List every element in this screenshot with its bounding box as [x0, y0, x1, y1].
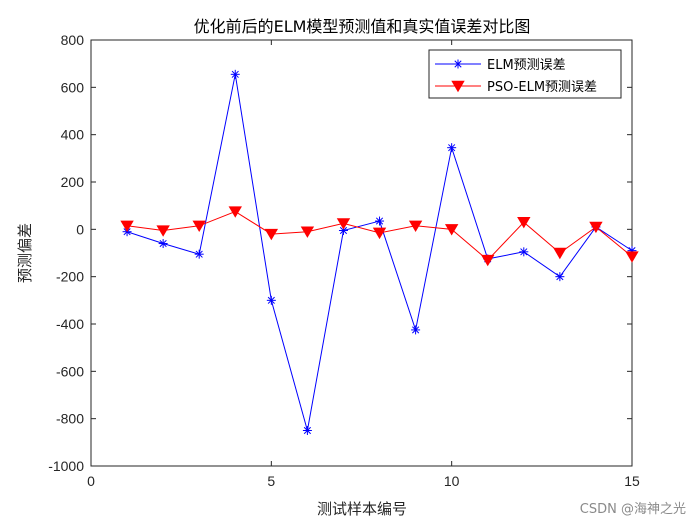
- marker-stroke: [520, 248, 528, 256]
- data-point: [589, 221, 603, 234]
- marker-stroke: [303, 426, 311, 435]
- data-point: [444, 224, 459, 236]
- y-tick-label: -400: [56, 316, 84, 332]
- data-point: [408, 220, 423, 232]
- legend: ELM预测误差 PSO-ELM预测误差: [428, 49, 622, 99]
- x-tick-label: 0: [87, 473, 95, 489]
- data-point: [375, 216, 385, 226]
- data-point: [411, 325, 421, 335]
- y-tick-label: 600: [61, 79, 85, 95]
- y-tick-label: -600: [56, 363, 84, 379]
- data-point: [555, 272, 565, 282]
- chart-title: 优化前后的ELM模型预测值和真实值误差对比图: [194, 17, 531, 36]
- plot-frame: [90, 39, 633, 467]
- marker-stroke: [375, 217, 384, 225]
- marker-stroke: [231, 70, 239, 78]
- marker-stroke: [267, 296, 275, 304]
- marker-stroke: [448, 144, 456, 152]
- data-point: [120, 220, 134, 232]
- y-tick-label: 400: [61, 127, 85, 143]
- data-point: [372, 227, 387, 240]
- legend-label: ELM预测误差: [487, 58, 566, 73]
- y-tick-label: -200: [56, 269, 84, 285]
- y-tick-label: -1000: [48, 458, 84, 474]
- legend-label: PSO-ELM预测误差: [487, 80, 597, 95]
- legend-box: [428, 49, 622, 99]
- legend-marker: [453, 59, 463, 69]
- data-point: [194, 249, 204, 259]
- y-tick-label: 200: [61, 174, 85, 190]
- data-point: [230, 69, 240, 79]
- data-point: [625, 251, 639, 263]
- marker-stroke: [195, 250, 203, 258]
- watermark: CSDN @海神之光: [579, 502, 686, 517]
- marker-stroke: [159, 239, 167, 248]
- y-tick-label: 800: [61, 32, 85, 48]
- marker-stroke: [412, 326, 420, 334]
- series-layer: [120, 69, 639, 435]
- x-tick-label: 10: [444, 473, 460, 489]
- x-axis: 0 5 10 15: [87, 40, 640, 489]
- marker-stroke: [339, 226, 348, 235]
- y-tick-label: -800: [56, 411, 84, 427]
- data-point: [553, 247, 567, 260]
- series-2: [120, 206, 639, 267]
- y-axis-label: 预测偏差: [16, 223, 34, 283]
- x-tick-label: 5: [267, 473, 275, 489]
- data-point: [302, 426, 312, 435]
- data-point: [228, 206, 242, 218]
- legend-marker: [451, 80, 465, 93]
- data-point: [338, 226, 348, 236]
- data-point: [300, 226, 315, 238]
- data-point: [266, 295, 276, 305]
- data-point: [156, 225, 170, 237]
- marker-stroke: [556, 273, 564, 281]
- y-tick-label: 0: [76, 221, 84, 237]
- data-point: [519, 247, 529, 257]
- data-point: [336, 218, 351, 230]
- data-point: [481, 254, 495, 267]
- data-point: [192, 220, 206, 232]
- data-point: [158, 239, 168, 249]
- plot-area: [90, 39, 633, 467]
- data-point: [264, 228, 279, 241]
- data-point: [517, 217, 531, 229]
- x-tick-label: 15: [624, 473, 640, 489]
- y-axis: 800 600 400 200 0 -200 -400 -600 -800 -1000: [48, 32, 632, 474]
- data-point: [447, 143, 457, 153]
- x-axis-label: 测试样本编号: [317, 500, 407, 518]
- marker-stroke: [454, 60, 462, 68]
